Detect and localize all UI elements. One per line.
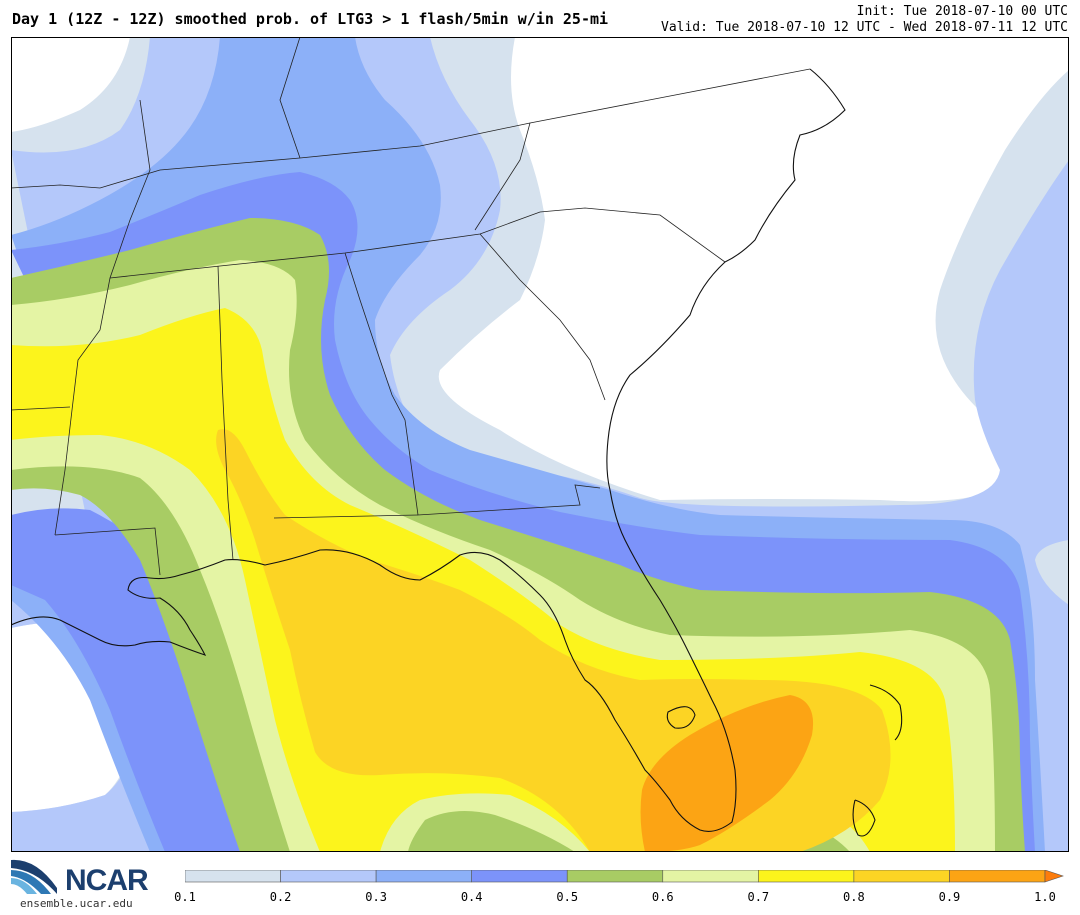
colorbar-swatch xyxy=(375,869,472,883)
colorbar-swatch xyxy=(949,869,1046,883)
ncar-wordmark: NCAR xyxy=(65,864,149,897)
colorbar-swatch xyxy=(280,869,377,883)
chart-title: Day 1 (12Z - 12Z) smoothed prob. of LTG3… xyxy=(12,10,609,28)
colorbar-swatch xyxy=(471,869,568,883)
colorbar-swatch xyxy=(853,869,950,883)
colorbar-tick-label: 1.0 xyxy=(1034,890,1056,904)
ncar-swoosh-icon xyxy=(11,859,57,894)
valid-time: Valid: Tue 2018-07-10 12 UTC - Wed 2018-… xyxy=(661,20,1068,35)
colorbar-tick-label: 0.7 xyxy=(747,890,770,904)
colorbar-tick-label: 0.9 xyxy=(938,890,961,904)
colorbar-swatches xyxy=(184,869,1064,883)
colorbar-tick-label: 0.1 xyxy=(174,890,196,904)
colorbar-tick-label: 0.8 xyxy=(843,890,865,904)
coastline xyxy=(11,68,903,837)
colorbar-extend-arrow xyxy=(1044,869,1064,883)
contour-band-0.9 xyxy=(640,695,814,852)
run-info: Init: Tue 2018-07-10 00 UTC Valid: Tue 2… xyxy=(661,4,1068,36)
site-url[interactable]: ensemble.ucar.edu xyxy=(20,897,133,910)
colorbar-tick-label: 0.3 xyxy=(365,890,387,904)
state-borders xyxy=(11,37,811,576)
probability-map xyxy=(11,37,1069,852)
ncar-logo[interactable]: NCAR ensemble.ucar.edu xyxy=(11,854,161,912)
colorbar-swatch xyxy=(758,869,855,883)
colorbar-tick-label: 0.2 xyxy=(269,890,292,904)
colorbar-tick-label: 0.4 xyxy=(460,890,483,904)
colorbar-swatch xyxy=(184,869,281,883)
colorbar-tick-label: 0.5 xyxy=(556,890,579,904)
colorbar-tick-label: 0.6 xyxy=(651,890,674,904)
colorbar-swatch xyxy=(662,869,759,883)
colorbar: 0.1 0.2 0.3 0.4 0.5 0.6 0.7 0.8 0.9 1.0 xyxy=(174,869,1065,910)
contour-band-below-0.1 xyxy=(11,37,130,132)
colorbar-swatch xyxy=(566,869,664,883)
init-time: Init: Tue 2018-07-10 00 UTC xyxy=(856,4,1068,19)
